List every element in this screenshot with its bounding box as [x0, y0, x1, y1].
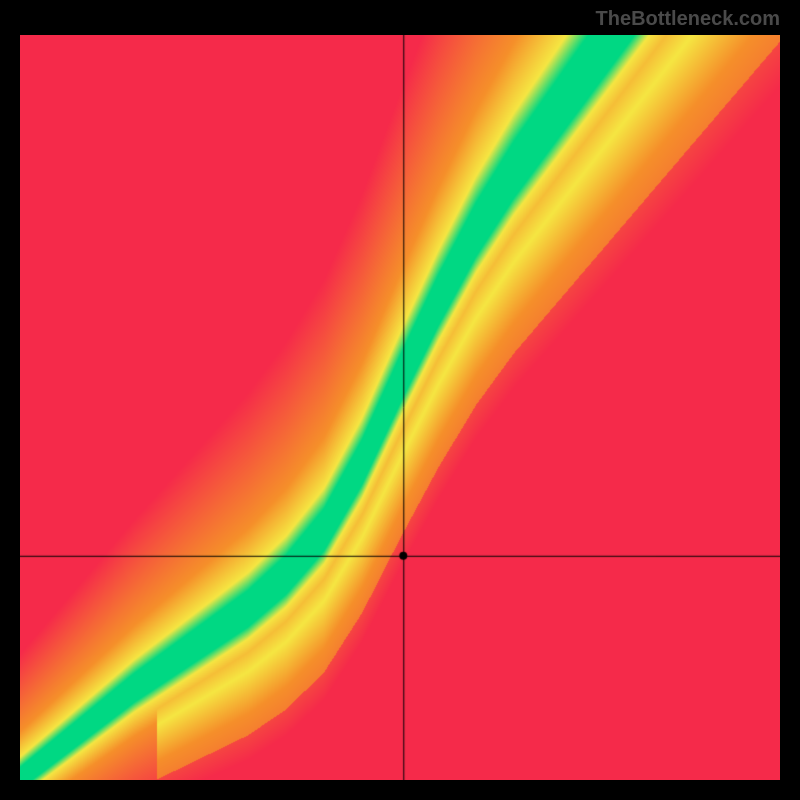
watermark-text: TheBottleneck.com — [596, 8, 780, 31]
heatmap-plot — [20, 35, 780, 780]
heatmap-canvas — [20, 35, 780, 780]
